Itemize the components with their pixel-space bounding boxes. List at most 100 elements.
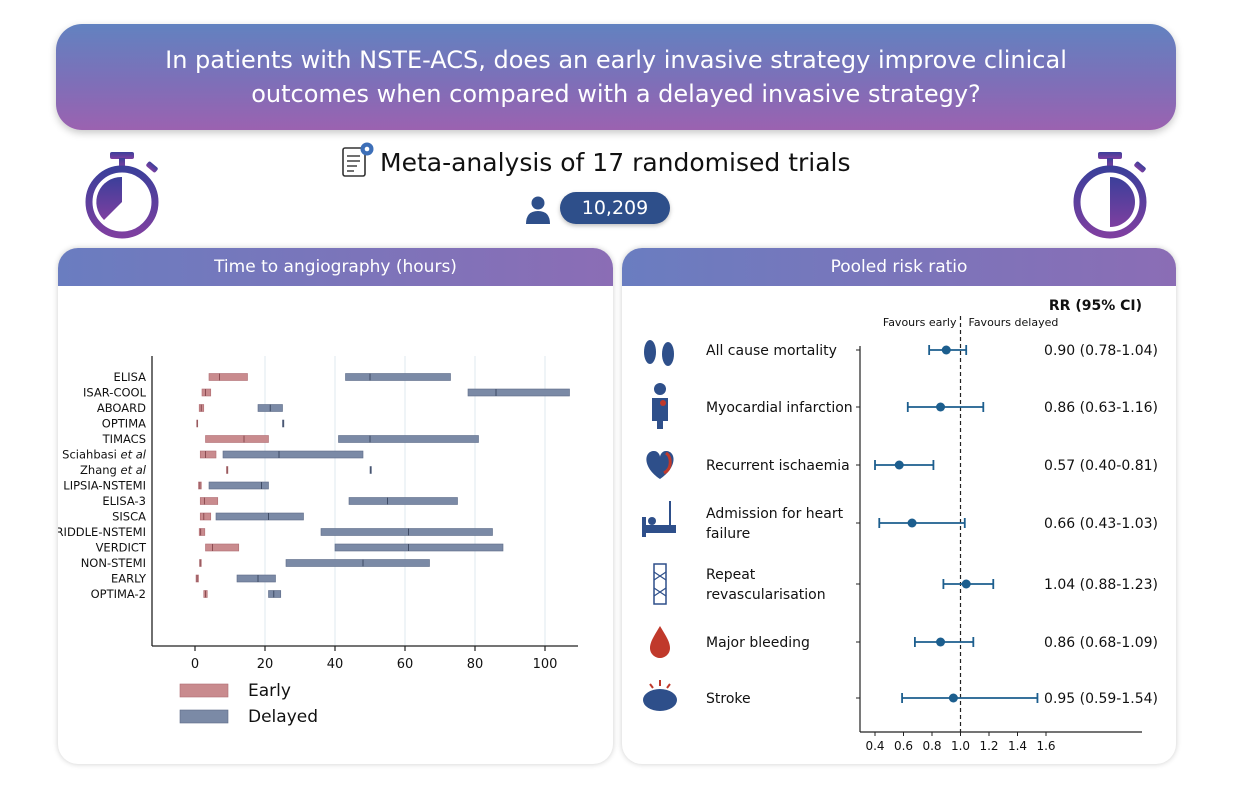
- early-range-box: [208, 373, 248, 381]
- outcome-label: failure: [706, 526, 750, 542]
- trial-label: ELISA: [114, 370, 147, 384]
- outcome-label: Recurrent ischaemia: [706, 458, 850, 474]
- patient-count-badge: 10,209: [560, 192, 670, 224]
- delayed-range-box: [215, 512, 304, 521]
- outcome-label: Admission for heart: [706, 506, 844, 522]
- rr-value-label: 0.90 (0.78-1.04): [1044, 343, 1158, 359]
- rr-value-label: 0.57 (0.40-0.81): [1044, 458, 1158, 474]
- x-tick-label: 1.4: [1008, 739, 1027, 753]
- bed-frame: [642, 525, 676, 533]
- footprints-icon: [644, 340, 674, 366]
- x-tick-label: 20: [257, 657, 274, 672]
- hospital-bed-icon: [642, 501, 676, 537]
- early-range-box: [199, 450, 217, 459]
- x-tick-label: 60: [397, 657, 414, 672]
- stent-body: [653, 563, 667, 605]
- right-panel-header: Pooled risk ratio: [622, 248, 1176, 286]
- right-panel-title: Pooled risk ratio: [830, 257, 968, 277]
- left-panel-title: Time to angiography (hours): [214, 257, 457, 277]
- footprint-right: [662, 342, 674, 366]
- trial-label-etal: et al: [121, 448, 147, 462]
- delayed-range-box: [320, 528, 493, 536]
- rr-point: [894, 460, 904, 470]
- outcome-label: Repeat: [706, 567, 756, 583]
- trial-label: ABOARD: [97, 401, 146, 415]
- trial-label: ISAR-COOL: [83, 386, 147, 400]
- rr-value-label: 0.95 (0.59-1.54): [1044, 691, 1158, 707]
- bed-head: [642, 517, 646, 537]
- heart-icon: [646, 451, 674, 479]
- legend-swatch-delayed: [179, 709, 229, 724]
- chest-pain-person-icon: [652, 383, 668, 429]
- rr-point: [961, 579, 971, 589]
- x-tick-label: 80: [467, 657, 484, 672]
- x-tick-label: 40: [327, 657, 344, 672]
- left-panel-header: Time to angiography (hours): [58, 248, 613, 286]
- trial-label: VERDICT: [96, 541, 147, 555]
- trial-label: NON-STEMI: [81, 556, 146, 570]
- blood-drop: [650, 626, 670, 658]
- trial-label: RIDDLE-NSTEMI: [58, 525, 146, 539]
- trial-label: OPTIMA-2: [91, 587, 146, 601]
- early-range-box: [198, 528, 206, 536]
- delayed-range-box: [467, 388, 570, 397]
- favours-delayed-label: Favours delayed: [969, 316, 1059, 329]
- trial-label: Sciahbasi et al: [62, 448, 147, 462]
- legend-label-delayed: Delayed: [248, 707, 318, 727]
- favours-early-label: Favours early: [883, 316, 957, 329]
- outcome-label: revascularisation: [706, 587, 826, 603]
- early-range-box: [205, 435, 269, 443]
- delayed-range-box: [222, 450, 364, 459]
- trial-label-name: Zhang: [80, 463, 120, 477]
- x-tick-label: 0: [191, 657, 199, 672]
- early-range-box: [199, 512, 212, 521]
- rr-value-label: 0.86 (0.68-1.09): [1044, 635, 1158, 651]
- trial-label: TIMACS: [102, 432, 146, 446]
- patient-head: [648, 517, 656, 525]
- trial-label-etal: et al: [121, 463, 147, 477]
- x-tick-label: 0.8: [922, 739, 941, 753]
- outcome-label: Myocardial infarction: [706, 400, 853, 416]
- rr-point: [941, 345, 951, 355]
- x-tick-label: 1.0: [951, 739, 970, 753]
- delayed-range-box: [348, 497, 458, 505]
- stopwatch-icon: [80, 150, 170, 244]
- x-tick-label: 100: [533, 657, 558, 672]
- x-tick-label: 0.6: [894, 739, 913, 753]
- outcome-label: All cause mortality: [706, 343, 837, 359]
- early-range-box: [201, 388, 212, 397]
- delayed-range-box: [334, 543, 504, 552]
- delayed-range-box: [208, 481, 269, 490]
- rr-point: [936, 402, 946, 412]
- question-text: In patients with NSTE-ACS, does an early…: [165, 46, 1067, 108]
- delayed-range-box: [236, 574, 276, 583]
- outcome-label: Major bleeding: [706, 635, 810, 651]
- rr-point: [948, 693, 958, 703]
- delayed-range-box: [285, 559, 430, 567]
- forest-plot: RR (95% CI) Favours early Favours delayed 0…: [642, 298, 1158, 753]
- rr-value-label: 1.04 (0.88-1.23): [1044, 577, 1158, 593]
- footprint-left: [644, 340, 656, 364]
- trial-label: ELISA-3: [102, 494, 146, 508]
- blood-drop-icon: [650, 626, 670, 658]
- document-gear-icon: [340, 140, 378, 184]
- brain-alert-marks: [649, 680, 671, 689]
- rr-column-header: RR (95% CI): [1049, 298, 1142, 314]
- legend-label-early: Early: [248, 681, 291, 701]
- question-banner: In patients with NSTE-ACS, does an early…: [56, 24, 1176, 130]
- rr-point: [907, 518, 917, 528]
- delayed-range-box: [268, 590, 282, 598]
- patient-count: 10,209: [581, 197, 649, 219]
- stent-icon: [653, 563, 667, 605]
- meta-analysis-title: Meta-analysis of 17 randomised trials: [380, 148, 851, 177]
- rr-value-label: 0.66 (0.43-1.03): [1044, 516, 1158, 532]
- early-range-box: [199, 497, 219, 505]
- stopwatch-icon: [1068, 150, 1158, 244]
- trial-label: SISCA: [112, 510, 146, 524]
- brain-icon: [643, 680, 677, 711]
- trial-label: EARLY: [111, 572, 147, 586]
- x-tick-label: 1.2: [979, 739, 998, 753]
- trial-label: Zhang et al: [80, 463, 147, 477]
- rr-value-label: 0.86 (0.63-1.16): [1044, 400, 1158, 416]
